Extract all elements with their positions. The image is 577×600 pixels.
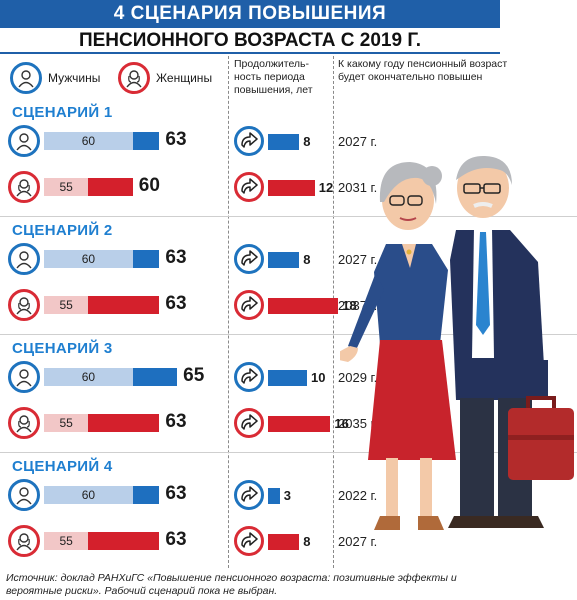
male-final-year: 2027 г. [338, 252, 378, 267]
arrow-icon [234, 244, 264, 274]
female-age-bar: 55 [44, 532, 160, 550]
female-current-age-label: 55 [59, 298, 73, 312]
legend-female: Женщины [118, 62, 212, 94]
male-duration-bar [268, 134, 300, 150]
female-person-icon [118, 62, 150, 94]
source-note: Источник: доклад РАНХиГС «Повышение пенс… [6, 572, 457, 597]
female-duration-label: 12 [318, 180, 334, 195]
scenario-title: СЦЕНАРИЙ 4 [12, 458, 113, 475]
female-final-year: 2031 г. [338, 180, 378, 195]
male-duration-bar [268, 370, 307, 386]
male-current-age-label: 60 [81, 134, 96, 148]
female-increase-segment [88, 532, 160, 550]
scenario-title: СЦЕНАРИЙ 3 [12, 340, 113, 357]
male-person-icon [8, 361, 40, 393]
female-person-icon [8, 289, 40, 321]
male-person-icon [8, 125, 40, 157]
male-increase-segment [132, 368, 178, 386]
final-year-column-header: К какому году пенсионный возраст будет о… [338, 58, 508, 83]
scenario-title: СЦЕНАРИЙ 1 [12, 104, 113, 121]
male-new-age-label: 65 [183, 365, 205, 386]
legend-male: Мужчины [10, 62, 100, 94]
female-new-age-label: 63 [165, 411, 187, 432]
female-duration-bar [268, 180, 315, 196]
female-duration-bar [268, 416, 331, 432]
arrow-icon [234, 480, 264, 510]
male-final-year: 2029 г. [338, 370, 378, 385]
female-current-age-label: 55 [59, 416, 73, 430]
female-duration-label: 16 [334, 416, 349, 431]
male-age-bar: 60 [44, 368, 178, 386]
female-duration-bar [268, 298, 339, 314]
arrow-icon [234, 362, 264, 392]
male-duration-label: 10 [311, 370, 326, 385]
female-final-year: 2035 г. [338, 416, 378, 431]
female-current-age-label: 55 [59, 534, 73, 548]
male-final-year: 2027 г. [338, 134, 378, 149]
scenario-title: СЦЕНАРИЙ 2 [12, 222, 113, 239]
arrow-icon [234, 290, 264, 320]
female-duration-bar [268, 534, 300, 550]
female-duration-label: 18 [342, 298, 357, 313]
male-duration-label: 8 [303, 134, 311, 149]
elderly-couple-illustration [340, 155, 574, 530]
female-final-year: 2027 г. [338, 534, 378, 549]
legend-female-label: Женщины [156, 71, 213, 85]
arrow-icon [234, 526, 264, 556]
male-person-icon [10, 62, 42, 94]
page-title: 4 СЦЕНАРИЯ ПОВЫШЕНИЯ [0, 0, 500, 28]
column-divider [228, 56, 229, 568]
male-current-age-label: 60 [81, 370, 96, 384]
male-current-age-label: 60 [81, 252, 96, 266]
female-person-icon [8, 171, 40, 203]
male-new-age-label: 63 [165, 129, 187, 150]
male-person-icon [8, 243, 40, 275]
female-age-bar: 55 [44, 414, 160, 432]
arrow-icon [234, 172, 264, 202]
male-final-year: 2022 г. [338, 488, 378, 503]
female-new-age-label: 60 [138, 175, 160, 196]
female-person-icon [8, 525, 40, 557]
male-duration-bar [268, 488, 280, 504]
male-increase-segment [132, 486, 160, 504]
female-increase-segment [88, 296, 160, 314]
female-increase-segment [88, 178, 133, 196]
female-age-bar: 55 [44, 296, 160, 314]
arrow-icon [234, 408, 264, 438]
elderly-man-figure [448, 155, 574, 528]
male-age-bar: 60 [44, 486, 160, 504]
male-duration-label: 8 [303, 252, 311, 267]
female-person-icon [8, 407, 40, 439]
male-duration-label: 3 [283, 488, 291, 503]
page-subtitle: ПЕНСИОННОГО ВОЗРАСТА С 2019 Г. [0, 28, 500, 54]
arrow-icon [234, 126, 264, 156]
female-age-bar: 55 [44, 178, 133, 196]
elderly-woman-figure [340, 162, 456, 530]
male-increase-segment [132, 250, 160, 268]
legend-male-label: Мужчины [48, 71, 101, 85]
male-person-icon [8, 479, 40, 511]
duration-column-header: Продолжитель-ность периода повышения, ле… [234, 58, 313, 96]
female-new-age-label: 63 [165, 293, 187, 314]
male-age-bar: 60 [44, 250, 160, 268]
male-duration-bar [268, 252, 300, 268]
male-new-age-label: 63 [165, 483, 187, 504]
female-new-age-label: 63 [165, 529, 187, 550]
male-increase-segment [132, 132, 160, 150]
female-increase-segment [88, 414, 160, 432]
scenario-separator [0, 216, 577, 217]
scenario-separator [0, 452, 577, 453]
male-new-age-label: 63 [165, 247, 187, 268]
female-duration-label: 8 [303, 534, 311, 549]
scenario-separator [0, 334, 577, 335]
male-age-bar: 60 [44, 132, 160, 150]
female-current-age-label: 55 [59, 180, 73, 194]
male-current-age-label: 60 [81, 488, 96, 502]
